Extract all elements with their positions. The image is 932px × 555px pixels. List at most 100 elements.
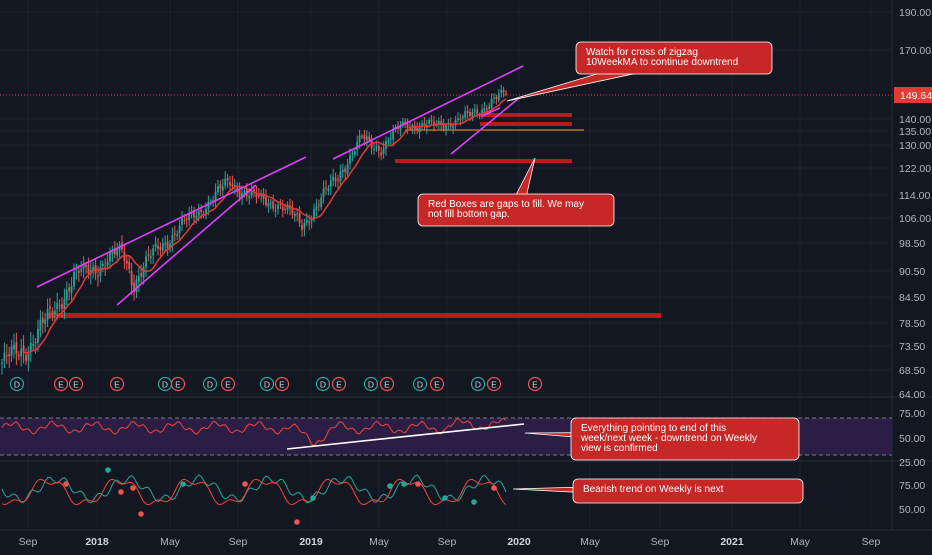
- candle-body-77: [185, 218, 188, 220]
- candle-body-63: [152, 248, 155, 256]
- callout-top-box: [575, 41, 773, 75]
- candle-body-25: [61, 303, 63, 309]
- stoch-signal-dot-12: [442, 495, 448, 501]
- stoch-signal-dot-0: [63, 481, 69, 487]
- candle-body-14: [34, 341, 37, 343]
- candle-body-68: [164, 243, 167, 245]
- candle-body-97: [233, 184, 236, 187]
- candle-body-206: [495, 96, 498, 99]
- time-label-11: May: [790, 536, 811, 548]
- event-marker-16: [470, 376, 486, 392]
- candle-body-202: [485, 108, 488, 111]
- candle-body-159: [382, 147, 385, 154]
- candle-body-21: [51, 311, 54, 315]
- gap-box-bottom: [48, 313, 661, 318]
- candle-body-145: [349, 155, 351, 164]
- candle-body-54: [130, 271, 133, 285]
- candle-body-193: [464, 111, 467, 118]
- candle-body-100: [241, 193, 243, 199]
- price-tick-10: 90.50: [899, 266, 925, 278]
- event-marker-label-17: E: [491, 380, 497, 390]
- candle-body-93: [224, 178, 227, 186]
- candle-body-198: [476, 109, 479, 114]
- candle-body-134: [322, 188, 325, 197]
- candle-body-142: [341, 169, 344, 173]
- grid-lines: [0, 0, 932, 530]
- event-marker-2: [68, 376, 84, 392]
- rsi-tick-1: 50.00: [899, 433, 925, 445]
- candle-body-106: [255, 193, 258, 197]
- event-marker-label-2: E: [73, 380, 79, 390]
- stoch-signal-dot-2: [118, 489, 124, 495]
- trend-upper-2: [332, 65, 524, 160]
- candle-body-133: [320, 197, 323, 208]
- rsi-tick-2: 25.00: [899, 457, 925, 469]
- candle-body-185: [445, 125, 447, 130]
- stoch-signal-dot-4: [138, 511, 144, 517]
- trend-lower-1: [116, 184, 257, 306]
- event-marker-label-9: E: [279, 380, 285, 390]
- callout-top-line-0: Watch for cross of zigzag: [586, 47, 698, 58]
- candle-body-13: [32, 343, 35, 346]
- candle-body-22: [53, 310, 56, 314]
- trend-upper-1: [36, 156, 307, 288]
- candle-body-188: [452, 126, 455, 129]
- candle-body-208: [500, 89, 503, 93]
- candle-body-9: [22, 345, 25, 353]
- callout-stoch-box: [572, 478, 804, 504]
- candle-body-26: [63, 298, 66, 310]
- candle-body-123: [296, 213, 299, 215]
- candle-body-119: [286, 204, 289, 210]
- candle-body-135: [325, 187, 327, 189]
- candle-body-29: [70, 286, 73, 293]
- event-marker-label-5: E: [175, 380, 181, 390]
- event-marker-3: [109, 376, 125, 392]
- time-axis[interactable]: Sep 2018 May Sep 2019 May Sep 2020 May Sep 2021 May…: [0, 529, 932, 548]
- candle-body-6: [15, 342, 18, 355]
- candle-body-65: [157, 245, 159, 249]
- callout-stoch-line-0: Bearish trend on Weekly is next: [583, 484, 724, 495]
- trend-short: [481, 107, 501, 117]
- candle-body-35: [85, 265, 87, 267]
- candle-body-40: [97, 275, 99, 277]
- candle-body-10: [25, 355, 27, 361]
- candle-body-38: [92, 267, 95, 271]
- candle-body-90: [217, 186, 219, 193]
- price-tick-0: 190.00: [899, 7, 931, 19]
- moving-average-line: [23, 98, 507, 354]
- candle-body-125: [301, 225, 303, 231]
- candle-body-184: [442, 123, 445, 129]
- price-tick-3: 140.00: [899, 114, 931, 126]
- candle-body-28: [68, 287, 71, 292]
- event-marker-label-12: D: [368, 380, 374, 390]
- candle-body-69: [166, 241, 169, 249]
- candle-body-30: [73, 271, 75, 287]
- event-marker-label-11: E: [336, 380, 342, 390]
- event-marker-label-13: E: [384, 380, 390, 390]
- candle-body-84: [202, 213, 205, 215]
- stoch-signal-dot-7: [294, 519, 300, 525]
- candle-body-43: [104, 265, 107, 267]
- event-marker-14: [412, 376, 428, 392]
- candle-body-128: [308, 221, 311, 223]
- price-tick-12: 78.50: [899, 318, 925, 330]
- event-marker-1: [53, 376, 69, 392]
- candle-body-181: [435, 123, 438, 125]
- candle-body-16: [39, 320, 42, 332]
- time-label-1: 2018: [85, 536, 109, 548]
- candle-body-152: [365, 136, 368, 141]
- candle-body-4: [10, 346, 13, 356]
- candle-body-162: [389, 138, 392, 140]
- event-marker-label-4: D: [162, 380, 168, 390]
- candle-body-192: [461, 116, 464, 119]
- candle-body-163: [392, 129, 395, 140]
- candle-body-104: [250, 189, 253, 196]
- time-label-6: Sep: [438, 536, 457, 548]
- time-label-3: Sep: [229, 536, 248, 548]
- rsi-line: [1, 417, 507, 447]
- candle-body-209: [502, 89, 505, 93]
- event-marker-9: [274, 376, 290, 392]
- candle-body-36: [87, 264, 90, 274]
